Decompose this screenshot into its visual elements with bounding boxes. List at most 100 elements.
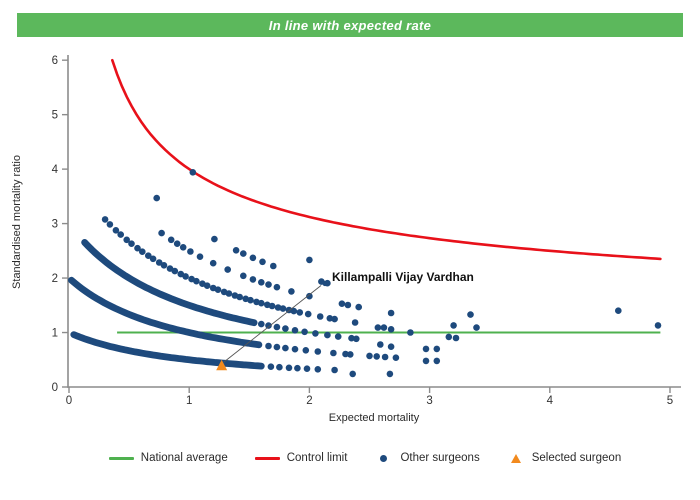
other-surgeon-point[interactable]	[387, 343, 395, 351]
other-surgeon-point[interactable]	[288, 288, 295, 295]
other-surgeon-point[interactable]	[258, 320, 265, 328]
other-surgeon-point[interactable]	[290, 307, 298, 315]
other-surgeon-point[interactable]	[324, 331, 331, 339]
other-surgeon-point[interactable]	[189, 169, 197, 176]
surgeon-band-o1[interactable]	[68, 276, 263, 349]
other-surgeon-point[interactable]	[291, 327, 299, 334]
other-surgeon-point[interactable]	[452, 334, 460, 342]
other-surgeon-point[interactable]	[123, 236, 130, 244]
other-surgeon-point[interactable]	[236, 293, 243, 301]
other-surgeon-point[interactable]	[273, 283, 281, 291]
other-surgeon-point[interactable]	[173, 240, 181, 247]
other-surgeon-point[interactable]	[160, 262, 168, 269]
other-surgeon-point[interactable]	[355, 303, 363, 311]
other-surgeon-point[interactable]	[294, 364, 301, 372]
other-surgeon-point[interactable]	[182, 273, 189, 280]
other-surgeon-point[interactable]	[276, 363, 283, 371]
other-surgeon-point[interactable]	[296, 309, 304, 316]
other-surgeon-point[interactable]	[106, 221, 114, 228]
other-surgeon-point[interactable]	[282, 344, 289, 352]
other-surgeon-point[interactable]	[258, 299, 265, 307]
other-surgeon-point[interactable]	[196, 253, 204, 260]
legend-item-control-limit[interactable]: Control limit	[254, 452, 347, 464]
other-surgeon-point[interactable]	[450, 322, 457, 329]
other-surgeon-point[interactable]	[209, 259, 217, 267]
other-surgeon-point[interactable]	[240, 250, 247, 257]
other-surgeon-point[interactable]	[259, 258, 266, 266]
other-surgeon-point[interactable]	[265, 322, 272, 329]
other-surgeon-point[interactable]	[331, 366, 338, 374]
other-surgeon-point[interactable]	[344, 301, 352, 309]
other-surgeon-point[interactable]	[247, 296, 254, 304]
other-surgeon-point[interactable]	[316, 313, 324, 320]
other-surgeon-point[interactable]	[187, 248, 194, 255]
other-surgeon-point[interactable]	[366, 352, 373, 360]
other-surgeon-point[interactable]	[422, 345, 430, 353]
other-surgeon-point[interactable]	[193, 277, 200, 285]
other-surgeon-point[interactable]	[392, 354, 400, 362]
other-surgeon-point[interactable]	[387, 326, 395, 333]
other-surgeon-point[interactable]	[249, 276, 257, 283]
other-surgeon-point[interactable]	[171, 267, 179, 275]
other-surgeon-point[interactable]	[303, 365, 311, 373]
other-surgeon-point[interactable]	[167, 236, 175, 244]
other-surgeon-point[interactable]	[134, 244, 141, 252]
other-surgeon-point[interactable]	[353, 335, 360, 343]
other-surgeon-point[interactable]	[117, 231, 124, 238]
other-surgeon-point[interactable]	[334, 333, 342, 340]
other-surgeon-point[interactable]	[331, 315, 338, 323]
other-surgeon-point[interactable]	[445, 333, 453, 341]
other-surgeon-point[interactable]	[473, 324, 480, 331]
other-surgeon-point[interactable]	[268, 302, 276, 310]
surgeon-band-o0[interactable]	[70, 331, 265, 370]
other-surgeon-point[interactable]	[232, 247, 240, 254]
other-surgeon-point[interactable]	[615, 307, 622, 315]
other-surgeon-point[interactable]	[349, 370, 357, 378]
other-surgeon-point[interactable]	[338, 300, 346, 308]
surgeon-band-o2[interactable]	[81, 239, 258, 327]
other-surgeon-point[interactable]	[351, 319, 359, 326]
other-surgeon-point[interactable]	[386, 370, 394, 378]
other-surgeon-point[interactable]	[149, 255, 157, 263]
other-surgeon-point[interactable]	[285, 364, 293, 372]
other-surgeon-point[interactable]	[306, 256, 313, 264]
other-surgeon-point[interactable]	[467, 311, 474, 318]
legend-item-other-surgeons[interactable]: Other surgeons	[374, 452, 480, 464]
other-surgeon-point[interactable]	[433, 345, 441, 353]
other-surgeon-point[interactable]	[291, 345, 299, 353]
other-surgeon-point[interactable]	[270, 262, 277, 270]
other-surgeon-point[interactable]	[265, 342, 272, 350]
other-surgeon-point[interactable]	[112, 227, 120, 234]
other-surgeon-point[interactable]	[314, 366, 322, 373]
other-surgeon-point[interactable]	[101, 216, 109, 223]
other-surgeon-point[interactable]	[279, 305, 287, 312]
other-surgeon-point[interactable]	[273, 343, 281, 351]
other-surgeon-point[interactable]	[330, 349, 337, 357]
selected-surgeon-label[interactable]: Killampalli Vijay Vardhan	[332, 270, 474, 284]
other-surgeon-point[interactable]	[139, 248, 146, 255]
other-surgeon-point[interactable]	[304, 310, 312, 318]
other-surgeon-point[interactable]	[433, 357, 441, 365]
other-surgeon-point[interactable]	[282, 325, 289, 332]
other-surgeon-point[interactable]	[155, 259, 163, 266]
other-surgeon-point[interactable]	[373, 353, 381, 360]
other-surgeon-point[interactable]	[273, 323, 281, 331]
other-surgeon-point[interactable]	[407, 329, 414, 336]
other-surgeon-point[interactable]	[179, 244, 187, 251]
other-surgeon-point[interactable]	[153, 194, 160, 202]
other-surgeon-point[interactable]	[240, 272, 247, 280]
other-surgeon-point[interactable]	[203, 282, 211, 290]
other-surgeon-point[interactable]	[422, 357, 430, 365]
legend-item-selected-surgeon[interactable]: Selected surgeon	[507, 452, 621, 464]
other-surgeon-point[interactable]	[380, 324, 388, 331]
other-surgeon-point[interactable]	[654, 322, 662, 329]
other-surgeon-point[interactable]	[381, 353, 389, 361]
other-surgeon-point[interactable]	[211, 235, 218, 243]
other-surgeon-point[interactable]	[347, 351, 354, 358]
other-surgeon-point[interactable]	[387, 309, 395, 317]
other-surgeon-point[interactable]	[267, 363, 275, 371]
other-surgeon-point[interactable]	[265, 281, 272, 288]
other-surgeon-point[interactable]	[312, 330, 319, 337]
other-surgeon-point[interactable]	[348, 334, 355, 342]
other-surgeon-point[interactable]	[225, 290, 233, 297]
